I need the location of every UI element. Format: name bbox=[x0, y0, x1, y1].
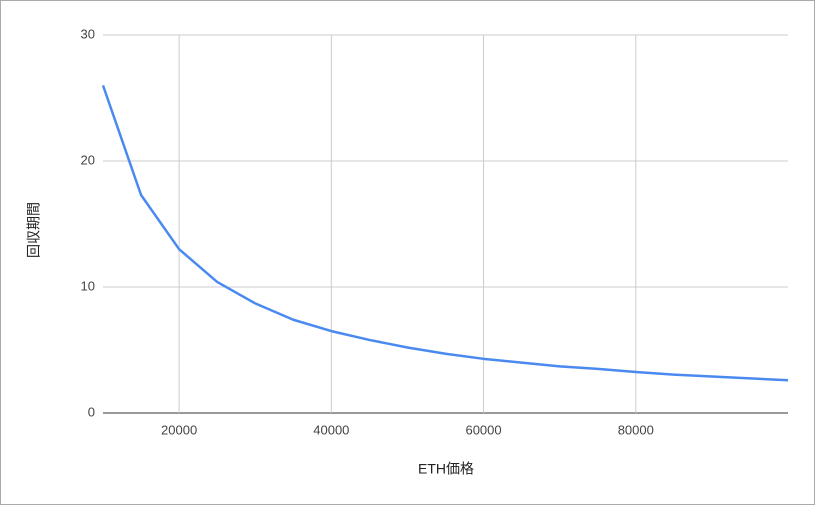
y-tick-label: 30 bbox=[81, 26, 95, 41]
x-tick-label: 40000 bbox=[313, 422, 349, 437]
y-tick-label: 10 bbox=[81, 278, 95, 293]
y-axis-title: 回収期間 bbox=[26, 202, 42, 258]
x-tick-label: 60000 bbox=[465, 422, 501, 437]
y-tick-label: 20 bbox=[81, 152, 95, 167]
line-series bbox=[101, 84, 789, 382]
x-tick-label: 20000 bbox=[161, 422, 197, 437]
y-tick-label: 0 bbox=[88, 404, 95, 419]
x-axis-title: ETH価格 bbox=[418, 461, 474, 477]
x-tick-label: 80000 bbox=[618, 422, 654, 437]
